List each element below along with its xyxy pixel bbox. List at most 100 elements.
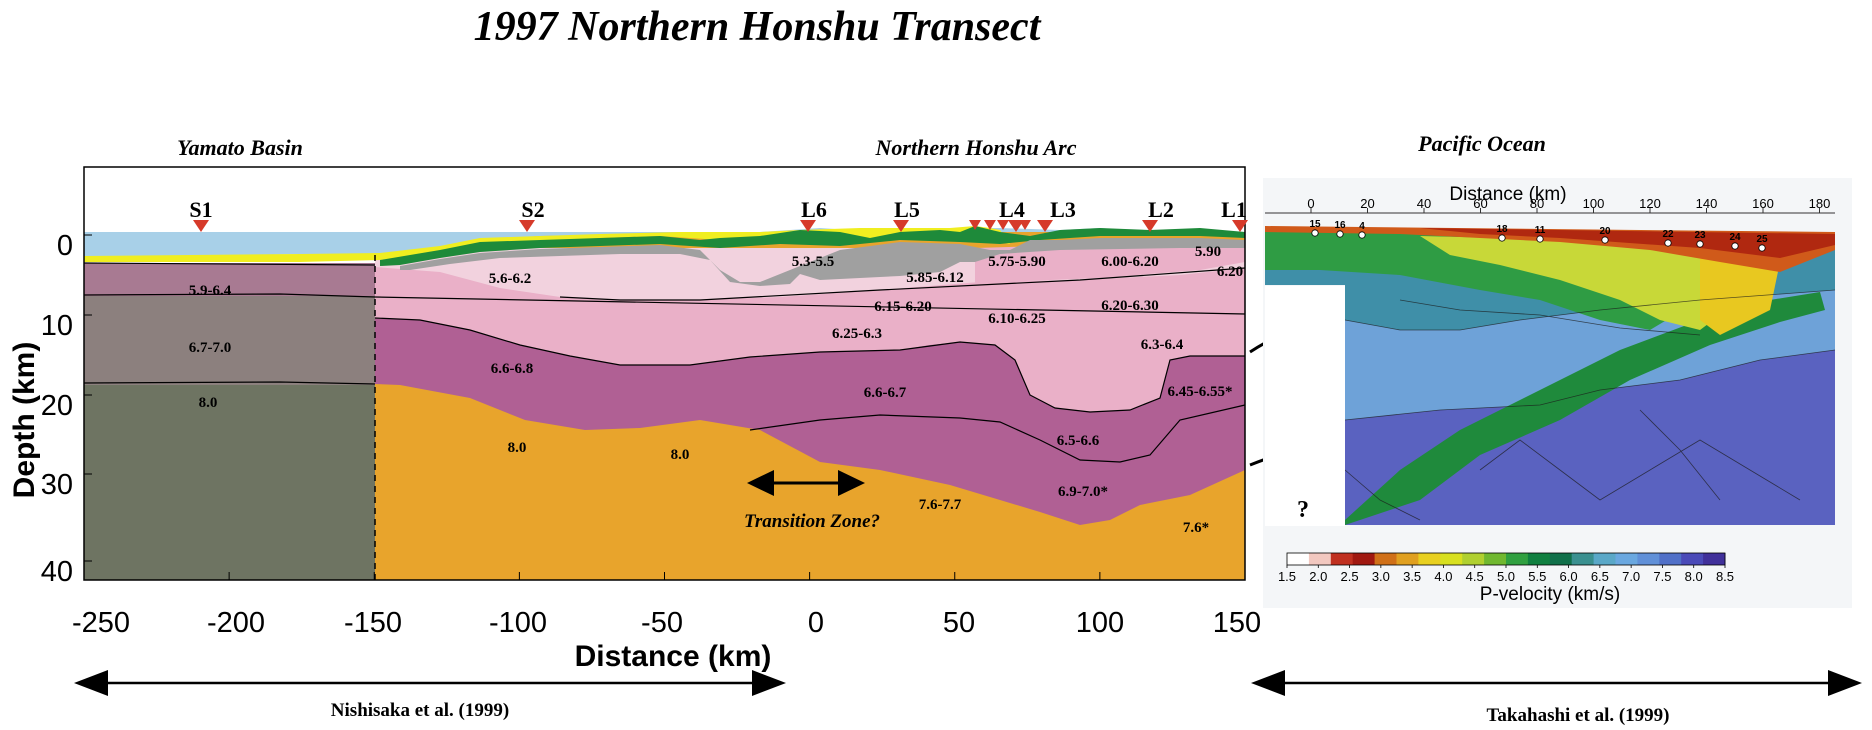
station-label-l3: L3 (1050, 197, 1076, 222)
obs-label: 22 (1662, 229, 1674, 240)
obs-label: 24 (1729, 232, 1741, 243)
vel-label: 8.0 (671, 447, 690, 463)
colorbar-tick-label: 1.5 (1278, 569, 1296, 584)
obs-marker (1758, 244, 1766, 252)
colorbar-swatch (1308, 553, 1332, 565)
citation-arrow-left (74, 670, 786, 696)
right-x-tick-label: 40 (1417, 196, 1431, 211)
question-mark: ? (1297, 497, 1309, 523)
vel-label: 6.20 (1217, 264, 1243, 280)
sediment-green (380, 226, 1245, 266)
colorbar-swatch (1659, 553, 1682, 565)
colorbar-swatch (1374, 553, 1397, 565)
obs-marker (1336, 230, 1344, 238)
vel-label: 6.20-6.30 (1101, 298, 1159, 314)
region-yamato-basin: Yamato Basin (177, 135, 303, 160)
vel-label: 6.7-7.0 (189, 340, 232, 356)
x-tick-label: -50 (641, 607, 683, 639)
region-pacific-ocean: Pacific Ocean (1417, 131, 1546, 156)
colorbar-tick-label: 3.5 (1403, 569, 1421, 584)
station-marker (997, 220, 1009, 230)
left-x-axis-label: Distance (km) (575, 640, 772, 673)
y-tick-label: 40 (41, 556, 73, 588)
citation-arrow-right (1251, 670, 1862, 696)
station-marker-l3 (1037, 220, 1053, 232)
station-markers: S1 S2 L6 L5 L4 L3 L2 L1 (189, 197, 1248, 232)
x-tick-label: -250 (72, 607, 130, 639)
upper-crust-layer (375, 262, 1245, 412)
citation-nishisaka: Nishisaka et al. (1999) (331, 700, 509, 721)
colorbar-tick-label: 2.0 (1309, 569, 1327, 584)
page-title: 1997 Northern Honshu Transect (474, 4, 1042, 50)
right-x-tick-label: 20 (1360, 196, 1374, 211)
obs-marker (1358, 231, 1366, 239)
obs-markers: 15 16 4 18 11 20 22 23 24 25 (1309, 219, 1768, 252)
colorbar-swatch (1571, 553, 1595, 565)
colorbar-swatch (1352, 553, 1376, 565)
right-x-tick-label: 120 (1639, 196, 1661, 211)
station-marker-s2 (519, 220, 535, 232)
colorbar-tick-label: 4.5 (1466, 569, 1484, 584)
vel-label: 5.9-6.4 (189, 283, 232, 299)
obs-label: 20 (1599, 226, 1611, 237)
station-label-s1: S1 (189, 197, 212, 222)
vel-label: 6.9-7.0* (1058, 484, 1108, 500)
y-tick-label: 30 (41, 469, 73, 501)
vel-label: 5.90 (1195, 244, 1221, 260)
vel-label: 6.25-6.3 (832, 326, 882, 342)
y-tick-label: 10 (41, 310, 73, 342)
region-northern-honshu-arc: Northern Honshu Arc (875, 135, 1077, 160)
station-marker-l1 (1232, 220, 1248, 232)
obs-label: 23 (1694, 230, 1706, 241)
vel-label: 6.15-6.20 (874, 299, 932, 315)
station-marker-l5 (893, 220, 909, 232)
station-label-l1: L1 (1221, 197, 1247, 222)
station-marker-s1 (193, 220, 209, 232)
obs-label: 25 (1756, 234, 1768, 245)
colorbar-label: P-velocity (km/s) (1480, 584, 1620, 605)
station-marker-l2 (1142, 220, 1158, 232)
right-x-tick-label: 80 (1530, 196, 1544, 211)
obs-marker (1498, 234, 1506, 242)
obs-marker (1731, 242, 1739, 250)
obs-marker (1536, 235, 1544, 243)
obs-marker (1664, 239, 1672, 247)
obs-label: 4 (1359, 221, 1365, 232)
vel-label: 6.10-6.25 (988, 311, 1046, 327)
x-tick-label: 0 (808, 607, 824, 639)
station-marker (1019, 220, 1031, 230)
sediment-gray (400, 238, 1245, 286)
colorbar-swatch (1418, 553, 1441, 565)
transition-zone-label: Transition Zone? (744, 511, 880, 532)
colorbar-tick-label: 5.5 (1528, 569, 1546, 584)
right-x-tick-label: 0 (1307, 196, 1314, 211)
right-x-tick-label: 160 (1752, 196, 1774, 211)
vel-label: 8.0 (199, 395, 218, 411)
station-label-l4: L4 (999, 197, 1025, 222)
vel-label: 5.85-6.12 (906, 270, 964, 286)
vel-label: 6.00-6.20 (1101, 254, 1159, 270)
right-x-tick-label: 180 (1809, 196, 1831, 211)
left-x-axis: -250 -200 -150 -100 -50 0 50 100 150 (72, 572, 1261, 639)
colorbar-tick-label: 6.0 (1560, 569, 1578, 584)
colorbar-swatch (1615, 553, 1638, 565)
station-marker (969, 220, 981, 230)
x-tick-label: 100 (1076, 607, 1124, 639)
colorbar-swatch (1549, 553, 1573, 565)
colorbar-swatch (1462, 553, 1485, 565)
colorbar-swatch (1330, 553, 1354, 565)
station-label-l6: L6 (801, 197, 827, 222)
station-marker-l6 (800, 220, 816, 232)
vel-label: 6.5-6.6 (1057, 433, 1100, 449)
vel-label: 5.75-5.90 (988, 254, 1046, 270)
colorbar-swatch (1440, 553, 1463, 565)
colorbar-tick-label: 3.0 (1372, 569, 1390, 584)
colorbar-swatch (1593, 553, 1616, 565)
x-tick-label: 150 (1213, 607, 1261, 639)
x-tick-label: -100 (489, 607, 547, 639)
colorbar-tick-label: 7.5 (1653, 569, 1671, 584)
obs-label: 18 (1496, 224, 1508, 235)
colorbar-tick-label: 8.5 (1716, 569, 1734, 584)
western-lower-crust (84, 295, 375, 385)
